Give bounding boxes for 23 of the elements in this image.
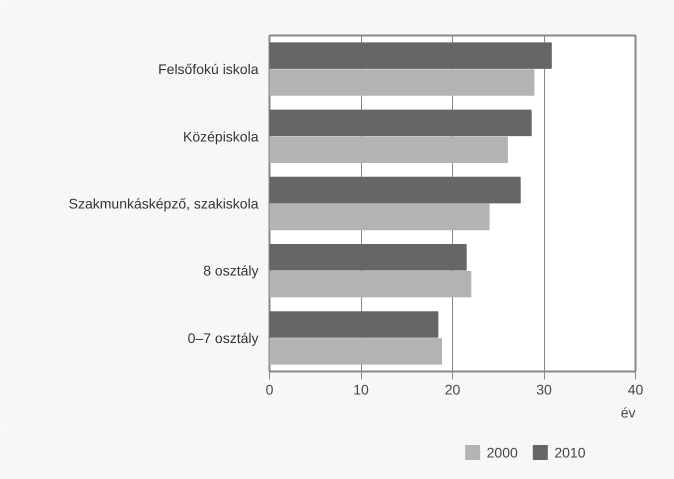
y-tick-label: 0–7 osztály (188, 330, 259, 346)
x-axis-title: év (620, 404, 636, 420)
x-tick-label: 10 (353, 382, 369, 398)
bar (270, 42, 552, 69)
bar (270, 110, 532, 136)
y-tick-label: Felsőfokú iskola (158, 61, 259, 78)
x-tick-label: 40 (628, 382, 644, 398)
legend-label: 2010 (554, 444, 586, 460)
x-tick-label: 30 (536, 382, 552, 398)
y-tick-label: 8 osztály (203, 262, 258, 279)
x-tick-label: 0 (266, 382, 274, 398)
legend-label: 2000 (486, 444, 518, 460)
bar (270, 136, 508, 164)
y-tick-label: Szakmunkásképző, szakiskola (68, 196, 259, 212)
bar (270, 176, 521, 204)
bar (270, 338, 442, 365)
bar (270, 311, 438, 338)
bar (270, 244, 467, 271)
y-tick-label: Középiskola (183, 128, 259, 144)
bar (270, 69, 534, 96)
bar (270, 270, 472, 298)
bar (270, 204, 490, 230)
x-tick-label: 20 (444, 382, 460, 398)
